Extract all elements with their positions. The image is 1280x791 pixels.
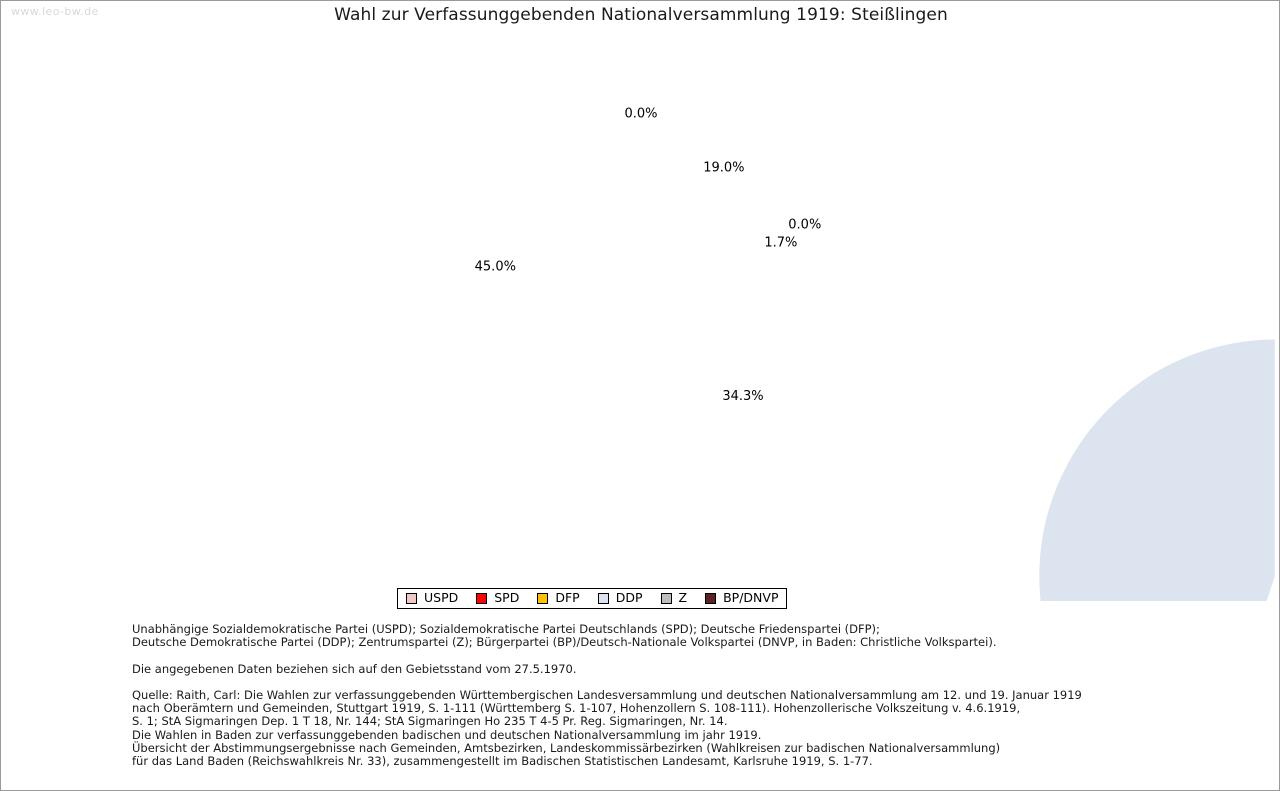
note-quelle-line: Quelle: Raith, Carl: Die Wahlen zur verf… bbox=[132, 688, 1082, 702]
note-gebietsstand: Die angegebenen Daten beziehen sich auf … bbox=[132, 662, 577, 676]
pie-slice-label-z: 34.3% bbox=[722, 389, 763, 404]
pie-slice-label-bp-dnvp: 1.7% bbox=[764, 236, 797, 251]
legend-label: DFP bbox=[555, 590, 580, 606]
legend-swatch-icon bbox=[537, 593, 549, 604]
pie-slice-ddp[interactable] bbox=[1036, 336, 1278, 601]
pie-slice-label-spd: 19.0% bbox=[703, 161, 744, 176]
legend: USPD SPD DFP DDP Z BP/DNVP bbox=[397, 588, 788, 609]
legend-item-z[interactable]: Z bbox=[660, 590, 688, 606]
legend-label: Z bbox=[678, 590, 688, 606]
note-parties: Unabhängige Sozialdemokratische Partei (… bbox=[132, 622, 997, 650]
note-quelle-line: nach Oberämtern und Gemeinden, Stuttgart… bbox=[132, 701, 1021, 716]
legend-swatch-icon bbox=[476, 593, 488, 604]
note-quelle-line: Übersicht der Abstimmungsergebnisse nach… bbox=[132, 740, 1001, 755]
pie-slice-label-uspd: 0.0% bbox=[624, 106, 657, 121]
pie-chart-svg: 0.0% 19.0% 0.0% 1.7% 34.3% 45.0% bbox=[475, 106, 1280, 601]
legend-item-uspd[interactable]: USPD bbox=[406, 592, 458, 605]
legend-item-ddp[interactable]: DDP bbox=[597, 590, 643, 606]
legend-label: DDP bbox=[615, 590, 643, 606]
note-parties-line: Unabhängige Sozialdemokratische Partei (… bbox=[132, 622, 880, 636]
pie-slice-label-ddp: 45.0% bbox=[475, 259, 516, 274]
legend-label: USPD bbox=[424, 590, 459, 606]
legend-swatch-icon bbox=[406, 593, 417, 604]
legend-item-bp-dnvp[interactable]: BP/DNVP bbox=[705, 592, 778, 605]
note-quelle-line: S. 1; StA Sigmaringen Dep. 1 T 18, Nr. 1… bbox=[132, 714, 728, 729]
note-parties-line: Deutsche Demokratische Partei (DDP); Zen… bbox=[132, 635, 997, 650]
page-title: Wahl zur Verfassunggebenden Nationalvers… bbox=[334, 5, 948, 25]
watermark: www.leo-bw.de bbox=[11, 5, 99, 18]
note-gebietsstand-line: Die angegebenen Daten beziehen sich auf … bbox=[132, 662, 577, 676]
legend-swatch-icon bbox=[705, 593, 717, 604]
legend-swatch-icon bbox=[660, 593, 672, 604]
note-quelle: Quelle: Raith, Carl: Die Wahlen zur verf… bbox=[132, 688, 1082, 769]
pie-label-group: 0.0% 19.0% 0.0% 1.7% 34.3% 45.0% bbox=[475, 106, 822, 404]
note-quelle-line: Die Wahlen in Baden zur verfassunggebend… bbox=[132, 727, 762, 742]
legend-swatch-icon bbox=[597, 593, 609, 604]
note-quelle-line: für das Land Baden (Reichswahlkreis Nr. … bbox=[132, 754, 873, 769]
pie-chart: 0.0% 19.0% 0.0% 1.7% 34.3% 45.0% bbox=[1, 1, 1280, 601]
pie-slice-label-dfp: 0.0% bbox=[788, 218, 821, 233]
legend-label: SPD bbox=[494, 590, 520, 606]
pie-slice-group bbox=[1036, 336, 1280, 601]
legend-label: BP/DNVP bbox=[723, 590, 779, 606]
pie-slice-z[interactable] bbox=[1211, 517, 1280, 601]
legend-item-spd[interactable]: SPD bbox=[476, 592, 519, 605]
legend-item-dfp[interactable]: DFP bbox=[537, 590, 580, 606]
